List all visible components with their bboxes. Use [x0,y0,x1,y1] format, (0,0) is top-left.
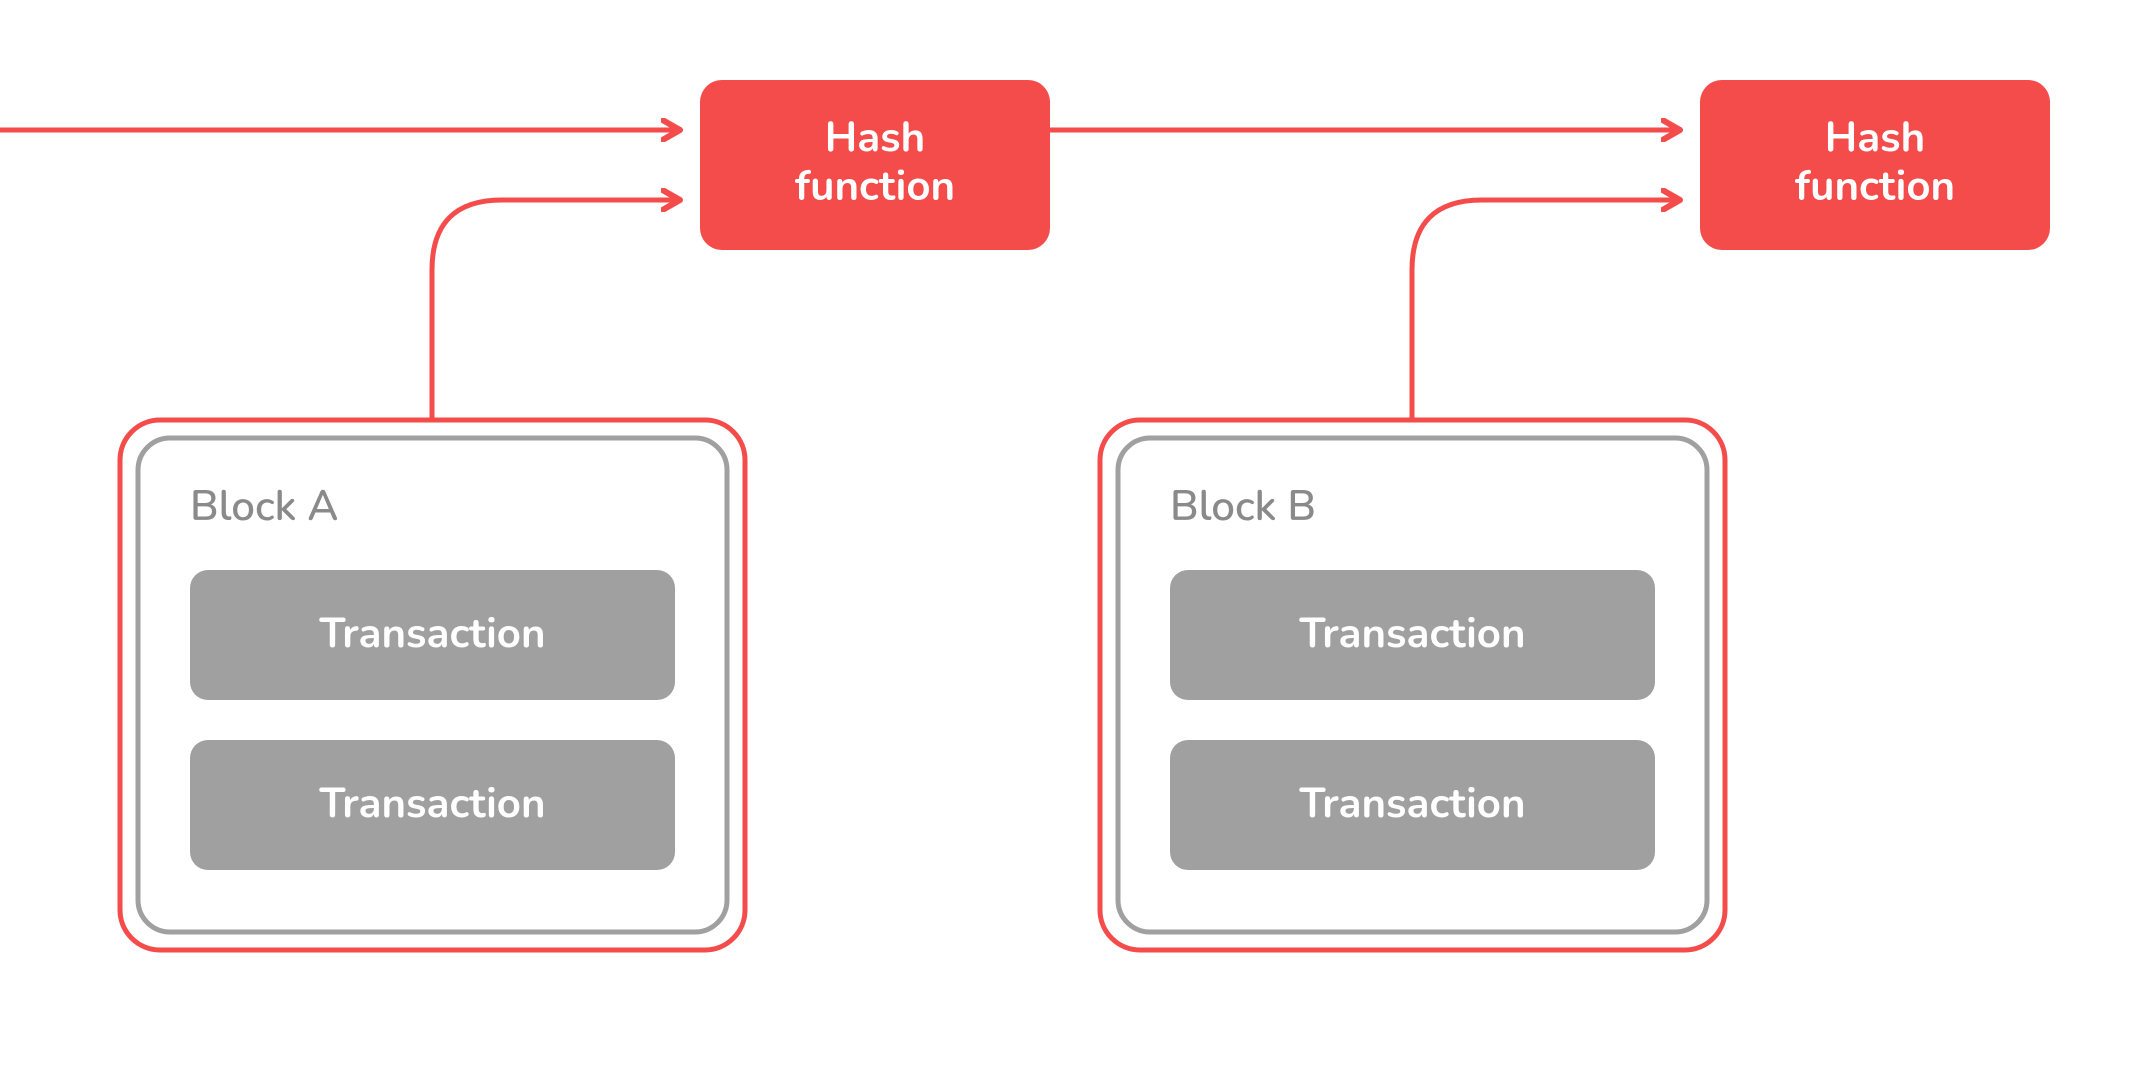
hash-b: Hashfunction [1700,80,2050,250]
hash-b-label-line-1: function [1795,157,1955,214]
block-a-tx-0-label: Transaction [318,605,545,662]
block-a-tx-1-label: Transaction [318,775,545,832]
diagram-canvas: Hashfunction Hashfunction Block A Transacti… [0,0,2154,1077]
hash-a-label-line-1: function [795,157,955,214]
block-b-tx-0-label: Transaction [1298,605,1525,662]
block-b: Block B Transaction Transaction [1100,420,1725,950]
block-b-tx-1-label: Transaction [1298,775,1525,832]
block-a-title: Block A [190,478,338,535]
edge-block-b-hash-b [1412,200,1680,420]
block-a: Block A Transaction Transaction [120,420,745,950]
hash-a: Hashfunction [700,80,1050,250]
edge-block-a-hash-a [432,200,680,420]
block-b-title: Block B [1170,478,1316,535]
